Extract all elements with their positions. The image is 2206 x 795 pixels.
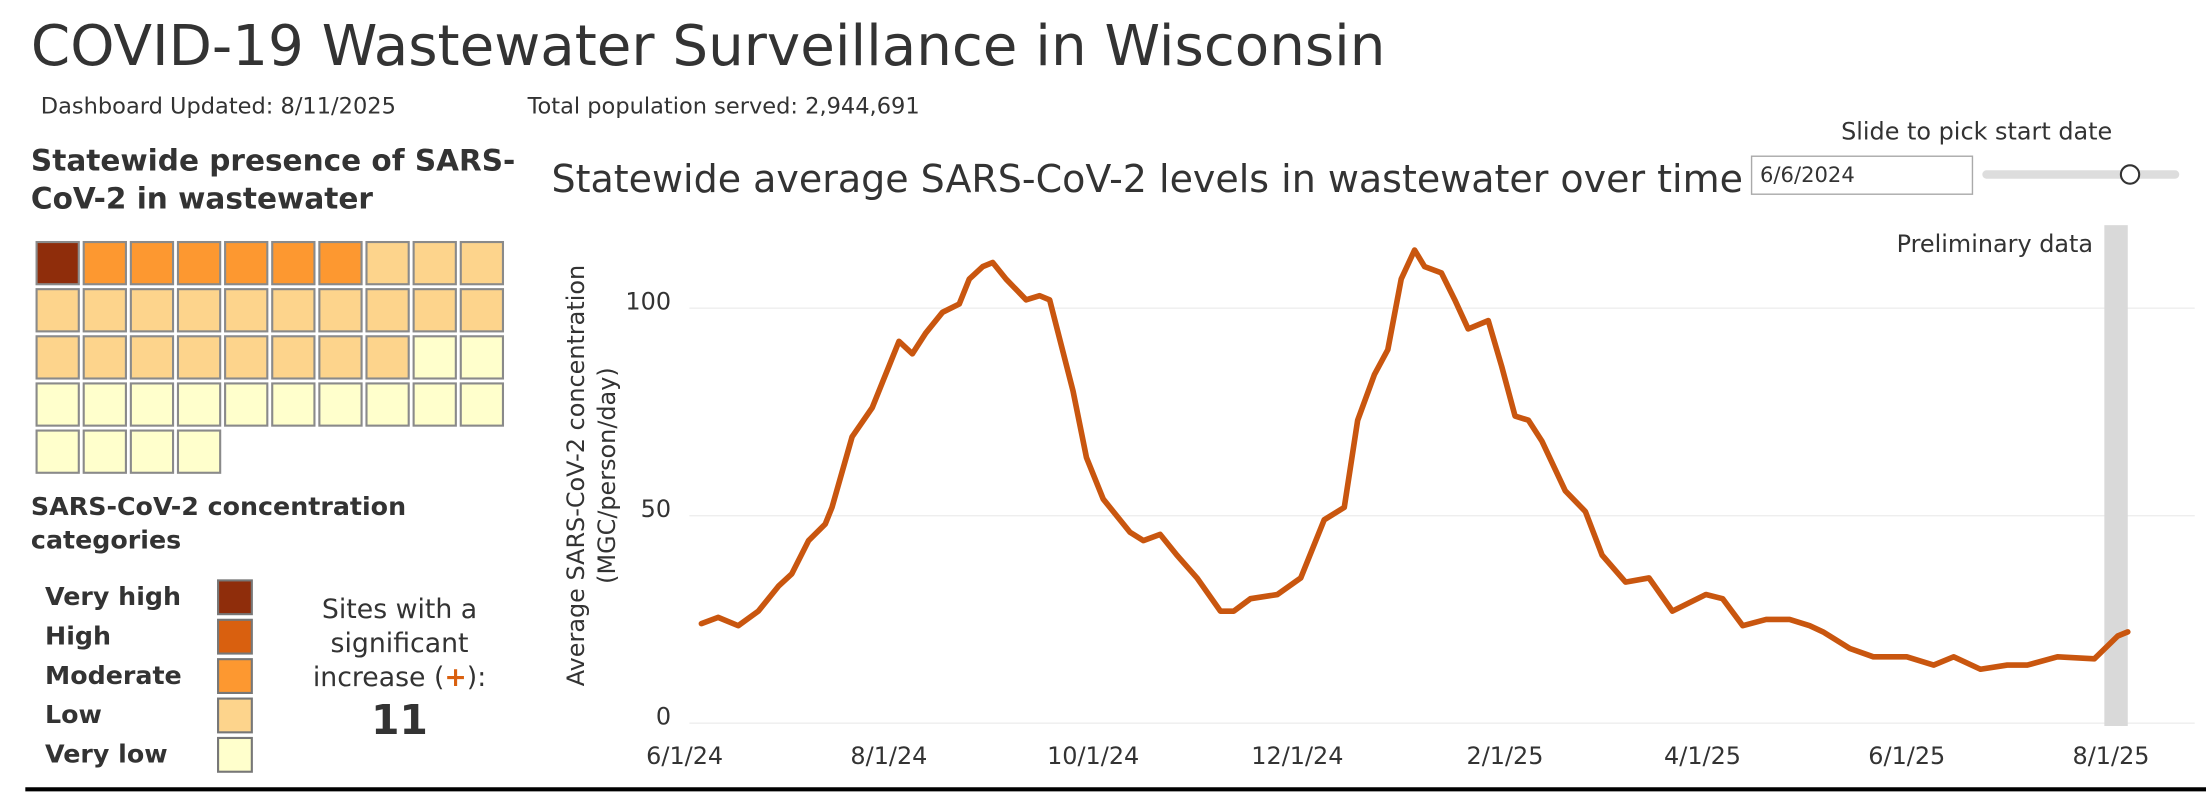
annotation: Preliminary data [1897, 230, 2093, 258]
waffle-cell [459, 240, 505, 286]
legend-label: High [45, 620, 111, 650]
legend-swatch [217, 736, 253, 773]
increase-symbol: + [444, 662, 466, 693]
waffle-cell [176, 288, 222, 333]
increase-label: Sites with a [322, 594, 477, 625]
date-input-text: 6/6/2024 [1760, 162, 1855, 187]
legend-title: categories [31, 525, 181, 555]
waffle-cell [318, 288, 363, 333]
waffle-cell [365, 335, 410, 380]
increase-count: 11 [371, 696, 428, 744]
legend-label: Very high [45, 581, 181, 611]
data-line [698, 247, 2131, 673]
waffle-cell [412, 288, 457, 333]
waffle-cell [35, 382, 80, 427]
waffle-cell [129, 240, 175, 286]
y-tick-label: 50 [641, 495, 671, 523]
legend-swatch [217, 579, 253, 616]
waffle-title: Statewide presence of SARS- [31, 143, 515, 177]
population: Total population served: 2,944,691 [527, 93, 920, 119]
y-axis-label: (MGC/person/day) [593, 367, 621, 584]
slider-knob[interactable] [2119, 164, 2141, 185]
waffle-cell [224, 335, 269, 380]
increase-label: increase ( [313, 662, 445, 693]
x-tick-label: 8/1/24 [850, 742, 927, 770]
waffle-cell [412, 240, 457, 286]
legend-label: Very low [45, 739, 168, 769]
waffle-cell [82, 288, 127, 333]
waffle-cell [271, 382, 316, 427]
waffle-cell [365, 288, 410, 333]
waffle-cell [318, 335, 363, 380]
waffle-cell [224, 288, 269, 333]
page-title: COVID-19 Wastewater Surveillance in Wisc… [31, 14, 1386, 79]
waffle-cell [365, 240, 410, 286]
waffle-cell [129, 429, 175, 474]
y-tick-label: 0 [656, 703, 671, 731]
waffle-cell [176, 382, 222, 427]
waffle-title: CoV-2 in wastewater [31, 181, 373, 215]
y-tick-label: 100 [625, 288, 671, 316]
x-tick-label: 4/1/25 [1664, 742, 1741, 770]
waffle-cell [129, 335, 175, 380]
waffle-cell [224, 382, 269, 427]
waffle-cell [82, 382, 127, 427]
waffle-cell [129, 288, 175, 333]
x-tick-label: 6/1/25 [1868, 742, 1945, 770]
preliminary-band [2104, 225, 2128, 727]
updated-date: Dashboard Updated: 8/11/2025 [41, 93, 396, 119]
x-tick-label: 8/1/25 [2073, 742, 2150, 770]
waffle-cell [224, 240, 269, 286]
increase-label: increase (+): [313, 662, 486, 693]
waffle-cell [35, 335, 80, 380]
legend-label: Low [45, 699, 102, 729]
x-tick-label: 2/1/25 [1467, 742, 1544, 770]
waffle-cell [271, 335, 316, 380]
legend-swatch [217, 618, 253, 655]
waffle-cell [82, 240, 127, 286]
waffle-cell [82, 335, 127, 380]
waffle-cell [35, 288, 80, 333]
waffle-cell [271, 240, 316, 286]
waffle-cell [176, 335, 222, 380]
x-tick-label: 10/1/24 [1047, 742, 1139, 770]
date-input[interactable] [1750, 155, 1974, 195]
waffle-cell [176, 429, 222, 474]
legend-swatch [217, 658, 253, 695]
waffle-cell [318, 382, 363, 427]
waffle-cell [365, 382, 410, 427]
waffle-cell [459, 382, 505, 427]
increase-label: ): [467, 662, 486, 693]
waffle-cell [459, 335, 505, 380]
legend-label: Moderate [45, 660, 182, 690]
waffle-cell [412, 382, 457, 427]
waffle-cell [318, 240, 363, 286]
waffle-cell [82, 429, 127, 474]
waffle-cell [271, 288, 316, 333]
y-axis-label: Average SARS-CoV-2 concentration [562, 265, 590, 686]
chart-title: Statewide average SARS-CoV-2 levels in w… [551, 157, 1742, 201]
waffle-cell [129, 382, 175, 427]
slider-label: Slide to pick start date [1841, 117, 2112, 145]
increase-label: significant [331, 628, 469, 659]
waffle-cell [459, 288, 505, 333]
legend-swatch [217, 697, 253, 734]
waffle-cell [35, 240, 80, 286]
legend-title: SARS-CoV-2 concentration [31, 491, 406, 521]
waffle-cell [412, 335, 457, 380]
x-tick-label: 12/1/24 [1251, 742, 1343, 770]
x-tick-label: 6/1/24 [646, 742, 723, 770]
waffle-cell [35, 429, 80, 474]
waffle-cell [176, 240, 222, 286]
